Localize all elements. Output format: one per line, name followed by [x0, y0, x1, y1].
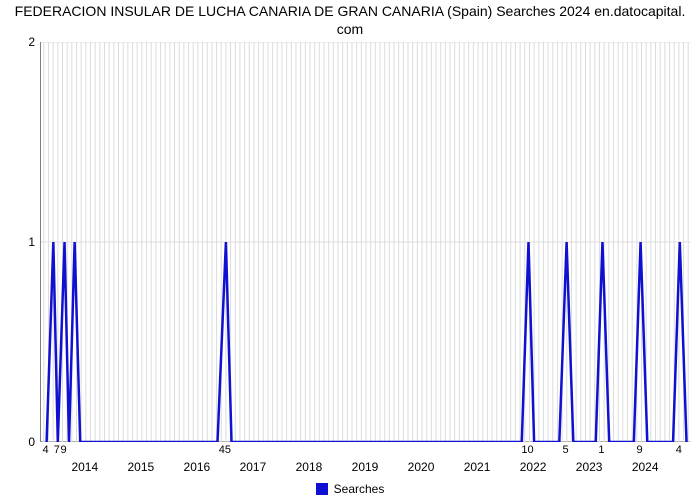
point-value-label: 9 — [637, 444, 643, 456]
legend-label: Searches — [334, 482, 385, 496]
x-tick-label: 2017 — [240, 460, 267, 474]
point-value-label: 45 — [219, 444, 231, 456]
y-tick-label: 2 — [28, 35, 35, 49]
x-tick-label: 2023 — [576, 460, 603, 474]
point-value-label: 1 — [598, 444, 604, 456]
y-tick-label: 0 — [28, 435, 35, 449]
point-value-label: 4 — [676, 444, 682, 456]
plot-svg — [41, 42, 691, 442]
point-value-label: 5 — [563, 444, 569, 456]
chart-title-line1: FEDERACION INSULAR DE LUCHA CANARIA DE G… — [15, 3, 686, 19]
x-tick-label: 2019 — [352, 460, 379, 474]
chart-title-line2: com — [337, 21, 363, 37]
point-value-label: 9 — [60, 444, 66, 456]
x-tick-label: 2021 — [464, 460, 491, 474]
point-value-label: 4 — [43, 444, 49, 456]
x-tick-label: 2022 — [520, 460, 547, 474]
legend: Searches — [0, 482, 700, 496]
x-tick-label: 2024 — [632, 460, 659, 474]
x-tick-label: 2014 — [71, 460, 98, 474]
plot-area — [40, 42, 690, 442]
y-tick-label: 1 — [28, 235, 35, 249]
legend-swatch — [316, 483, 328, 495]
chart-title: FEDERACION INSULAR DE LUCHA CANARIA DE G… — [0, 2, 700, 38]
x-tick-label: 2015 — [128, 460, 155, 474]
point-value-label: 7 — [54, 444, 60, 456]
x-tick-label: 2020 — [408, 460, 435, 474]
chart-container: FEDERACION INSULAR DE LUCHA CANARIA DE G… — [0, 0, 700, 500]
point-value-label: 10 — [521, 444, 533, 456]
x-tick-label: 2018 — [296, 460, 323, 474]
x-tick-label: 2016 — [184, 460, 211, 474]
